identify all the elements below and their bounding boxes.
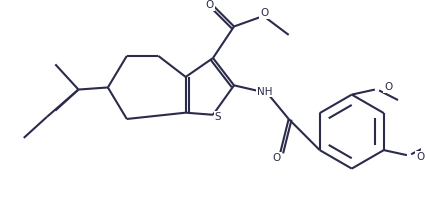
Text: O: O xyxy=(260,8,269,18)
Text: NH: NH xyxy=(257,87,272,97)
Text: O: O xyxy=(384,82,392,92)
Text: O: O xyxy=(416,152,425,162)
Text: S: S xyxy=(215,112,221,122)
Text: O: O xyxy=(273,153,281,163)
Text: O: O xyxy=(206,0,214,10)
